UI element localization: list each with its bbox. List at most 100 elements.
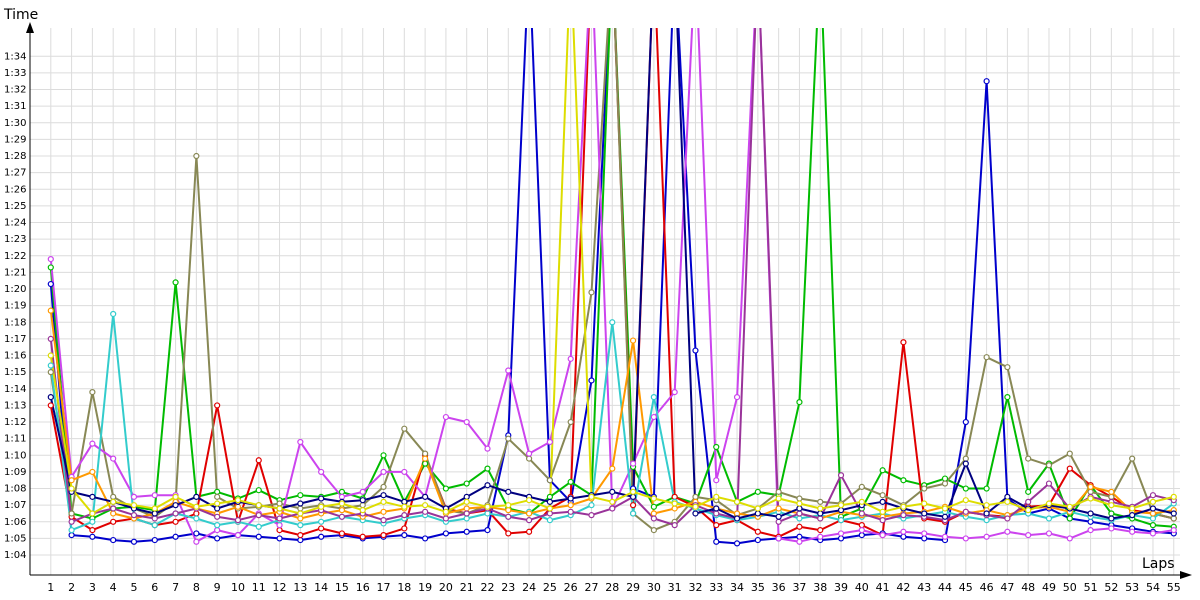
data-point [983, 485, 990, 492]
data-point [629, 493, 637, 500]
x-tick-label: 41 [876, 581, 890, 594]
data-point [858, 527, 865, 534]
data-point [858, 510, 865, 517]
y-tick-label: 1:05 [4, 533, 26, 544]
data-point [567, 418, 574, 426]
data-point [713, 443, 720, 451]
data-point [151, 515, 158, 522]
data-point [921, 510, 928, 517]
data-point [193, 538, 200, 545]
tick-labels: 1:04 1:05 1:06 1:07 1:08 1:09 1:10 1:11 1:12 1:13… [4, 51, 1181, 594]
data-point [650, 495, 657, 502]
x-tick-label: 3 [89, 581, 96, 594]
data-point [796, 515, 803, 522]
data-point [567, 478, 574, 485]
data-point [338, 488, 346, 495]
data-point [713, 493, 720, 500]
data-point [297, 536, 304, 544]
data-point [1004, 394, 1011, 401]
data-point [796, 523, 803, 530]
data-point [380, 517, 387, 524]
data-point [47, 280, 54, 288]
data-point [505, 502, 512, 509]
data-point [1004, 528, 1011, 535]
grid [30, 28, 1180, 575]
x-tick-label: 44 [938, 581, 952, 594]
y-tick-label: 1:23 [4, 234, 26, 245]
data-point [837, 535, 845, 542]
y-tick-label: 1:16 [4, 351, 26, 362]
data-point [505, 530, 512, 537]
data-point [1149, 492, 1157, 499]
data-point [422, 460, 429, 467]
data-point [255, 502, 262, 509]
y-tick-label: 1:19 [4, 301, 26, 312]
data-point [463, 493, 470, 500]
data-point [1004, 493, 1011, 500]
y-tick-label: 1:11 [4, 434, 26, 445]
data-point [1066, 535, 1073, 542]
data-point [214, 402, 221, 409]
data-point [1108, 488, 1115, 495]
data-point [525, 450, 533, 457]
y-tick-label: 1:14 [4, 384, 26, 395]
data-point [775, 513, 782, 520]
data-point [775, 535, 782, 542]
data-point [193, 152, 200, 160]
data-point [525, 455, 533, 462]
data-point [359, 502, 366, 509]
data-point [1108, 502, 1115, 509]
data-point [650, 503, 657, 510]
data-point [1025, 455, 1032, 462]
x-tick-label: 32 [688, 581, 702, 594]
data-point [754, 505, 761, 512]
data-point [1004, 515, 1011, 522]
data-point [255, 523, 262, 530]
x-tick-label: 38 [813, 581, 827, 594]
data-point [837, 472, 845, 479]
data-point [567, 502, 574, 509]
data-point [89, 527, 96, 534]
data-point [796, 505, 803, 512]
data-point [151, 522, 158, 529]
data-point [546, 493, 553, 500]
data-point [879, 498, 886, 505]
data-point [276, 522, 283, 529]
data-point [359, 507, 366, 514]
data-point [234, 517, 242, 524]
data-point [484, 482, 491, 489]
data-point [255, 533, 262, 540]
data-point [89, 510, 96, 517]
x-tick-label: 30 [647, 581, 661, 594]
data-point [297, 500, 304, 507]
data-point [733, 540, 741, 547]
data-point [713, 505, 720, 512]
data-point [588, 377, 595, 384]
x-tick-label: 46 [980, 581, 994, 594]
data-point [817, 505, 824, 512]
data-point [359, 488, 366, 495]
x-tick-label: 47 [1000, 581, 1014, 594]
data-point [47, 264, 54, 271]
data-point [567, 508, 574, 515]
x-axis-arrow [1180, 571, 1192, 579]
y-tick-label: 1:34 [4, 51, 26, 62]
data-point [609, 319, 616, 326]
x-tick-label: 27 [584, 581, 598, 594]
data-point [921, 530, 928, 537]
x-tick-label: 33 [709, 581, 723, 594]
data-point [68, 485, 75, 492]
data-point [1004, 498, 1011, 505]
data-point [380, 531, 387, 539]
data-point [193, 493, 200, 500]
data-point [172, 502, 179, 509]
x-tick-label: 4 [110, 581, 117, 594]
x-tick-label: 50 [1063, 581, 1077, 594]
data-point [879, 508, 886, 515]
x-tick-label: 35 [751, 581, 765, 594]
data-point [130, 502, 138, 509]
data-point [983, 510, 990, 517]
data-point [422, 493, 429, 500]
x-tick-label: 40 [855, 581, 869, 594]
data-point [671, 493, 678, 500]
